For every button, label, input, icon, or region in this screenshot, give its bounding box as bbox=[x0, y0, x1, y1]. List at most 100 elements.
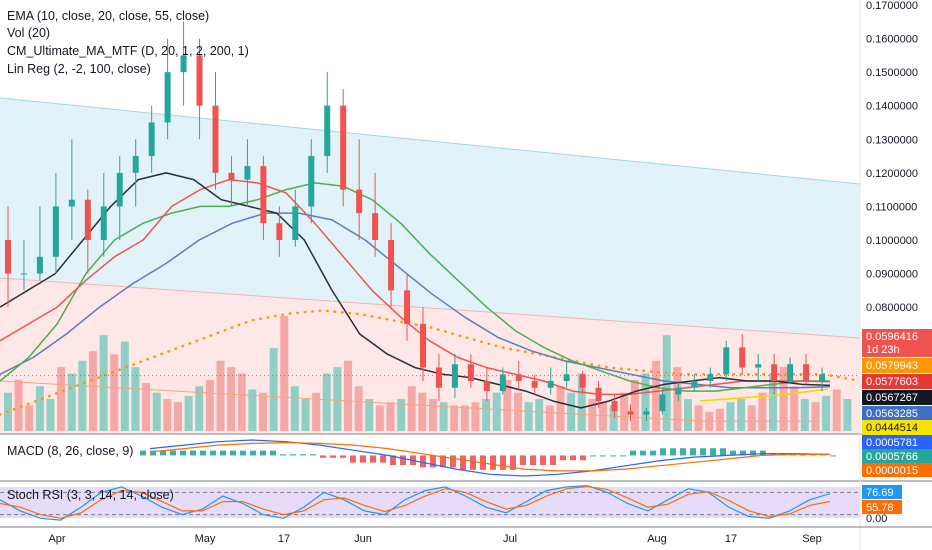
volume-bar bbox=[407, 386, 416, 431]
candle-body bbox=[803, 364, 810, 381]
volume-bar bbox=[843, 399, 852, 431]
volume-bar bbox=[811, 402, 820, 431]
volume-bar bbox=[832, 389, 841, 431]
candle-body bbox=[116, 172, 123, 207]
x-tick-label: 17 bbox=[725, 533, 737, 545]
price-tick-label: 0.1700000 bbox=[866, 0, 918, 12]
macd-histogram-bar bbox=[280, 454, 286, 456]
candle-body bbox=[499, 374, 506, 392]
volume-bar bbox=[747, 405, 756, 431]
volume-bar bbox=[131, 367, 140, 431]
price-tick-label: 0.1000000 bbox=[866, 235, 918, 247]
candle-body bbox=[675, 387, 682, 395]
ma-orange-low-line bbox=[0, 380, 820, 422]
candle-body bbox=[531, 381, 538, 388]
macd-tag-box bbox=[862, 449, 932, 463]
macd-histogram-bar bbox=[450, 455, 456, 468]
volume-bar bbox=[641, 373, 650, 431]
candle-body bbox=[388, 240, 395, 291]
candle-body bbox=[308, 156, 315, 207]
stoch-tag-label: 76.69 bbox=[866, 487, 894, 499]
price-tag-box bbox=[862, 406, 932, 421]
macd-histogram-bar bbox=[170, 450, 176, 456]
candle-body bbox=[707, 374, 714, 381]
candle-body bbox=[739, 347, 746, 368]
x-tick-label: Apr bbox=[48, 533, 65, 545]
macd-histogram-bar bbox=[180, 450, 186, 456]
candle-body bbox=[627, 411, 634, 415]
volume-bar bbox=[758, 392, 767, 431]
candle-body bbox=[563, 374, 570, 381]
macd-histogram-bar bbox=[640, 450, 646, 456]
candle-body bbox=[483, 381, 490, 392]
volume-bar bbox=[248, 389, 257, 431]
macd-histogram-bar bbox=[610, 455, 616, 457]
volume-bar bbox=[609, 405, 618, 431]
macd-histogram-bar bbox=[150, 450, 156, 456]
volume-bar bbox=[684, 399, 692, 431]
macd-histogram-bar bbox=[240, 450, 246, 456]
macd-histogram-bar bbox=[420, 455, 426, 468]
volume-bar bbox=[726, 402, 735, 431]
volume-bar bbox=[673, 367, 682, 431]
volume-bar bbox=[715, 408, 724, 431]
linreg-mid-line bbox=[0, 277, 861, 339]
legend-lin-reg: Lin Reg (2, -2, 100, close) bbox=[7, 62, 151, 76]
price-tag-label: 0.0444514 bbox=[866, 422, 918, 434]
volume-bar bbox=[312, 392, 321, 431]
volume-bar bbox=[163, 399, 172, 431]
volume-bar bbox=[142, 383, 151, 431]
macd-histogram-bar bbox=[630, 450, 636, 456]
macd-histogram-bar bbox=[710, 448, 716, 456]
macd-histogram-bar bbox=[670, 448, 676, 456]
volume-bar bbox=[67, 373, 76, 431]
macd-histogram-bar bbox=[250, 450, 256, 456]
macd-histogram-bar bbox=[620, 455, 626, 457]
volume-bar bbox=[524, 402, 533, 431]
price-tick-label: 0.1300000 bbox=[866, 134, 918, 146]
macd-histogram-bar bbox=[750, 450, 756, 456]
macd-histogram-bar bbox=[520, 455, 526, 466]
volume-bar bbox=[290, 386, 299, 431]
macd-tag-label: 0.0005766 bbox=[866, 451, 918, 463]
legend-ema: EMA (10, close, 20, close, 55, close) bbox=[7, 9, 210, 23]
price-tick-label: 0.1200000 bbox=[866, 168, 918, 180]
volume-bar bbox=[237, 373, 246, 431]
volume-bar bbox=[322, 373, 331, 431]
volume-bar bbox=[174, 402, 182, 431]
volume-bar bbox=[365, 399, 374, 431]
candle-body bbox=[515, 374, 522, 381]
candle-body bbox=[324, 105, 331, 157]
volume-bar bbox=[620, 392, 629, 431]
x-tick-label: Jun bbox=[354, 533, 372, 545]
macd-tag-label: 0.0005781 bbox=[866, 437, 918, 449]
volume-bar bbox=[354, 386, 363, 431]
macd-histogram-bar bbox=[340, 455, 346, 458]
candle-body bbox=[435, 367, 442, 388]
legend-stoch-rsi: Stoch RSI (3, 3, 14, 14, close) bbox=[7, 488, 174, 502]
x-tick-label: Jul bbox=[503, 533, 517, 545]
candle-body bbox=[260, 166, 267, 224]
macd-histogram-bar bbox=[500, 455, 506, 470]
macd-histogram-bar bbox=[720, 448, 726, 456]
candle-body bbox=[723, 347, 730, 375]
candle-body bbox=[819, 374, 826, 381]
price-tag-box bbox=[862, 390, 932, 405]
volume-bar bbox=[790, 386, 799, 431]
macd-tag-label: 0.0000015 bbox=[866, 465, 918, 477]
volume-bar bbox=[567, 392, 576, 431]
ma-orange-dotted-line bbox=[0, 309, 862, 416]
candle-body bbox=[340, 105, 347, 190]
macd-histogram-bar bbox=[260, 450, 266, 456]
macd-histogram-bar bbox=[690, 448, 696, 456]
stoch-axis-label: 0.00 bbox=[866, 513, 887, 525]
x-tick-label: Aug bbox=[647, 533, 667, 545]
candle-body bbox=[787, 364, 794, 381]
volume-bar bbox=[471, 402, 480, 431]
candle-body bbox=[547, 381, 554, 388]
volume-bar bbox=[694, 405, 703, 431]
volume-bar bbox=[301, 399, 310, 431]
candle-body bbox=[148, 122, 155, 157]
